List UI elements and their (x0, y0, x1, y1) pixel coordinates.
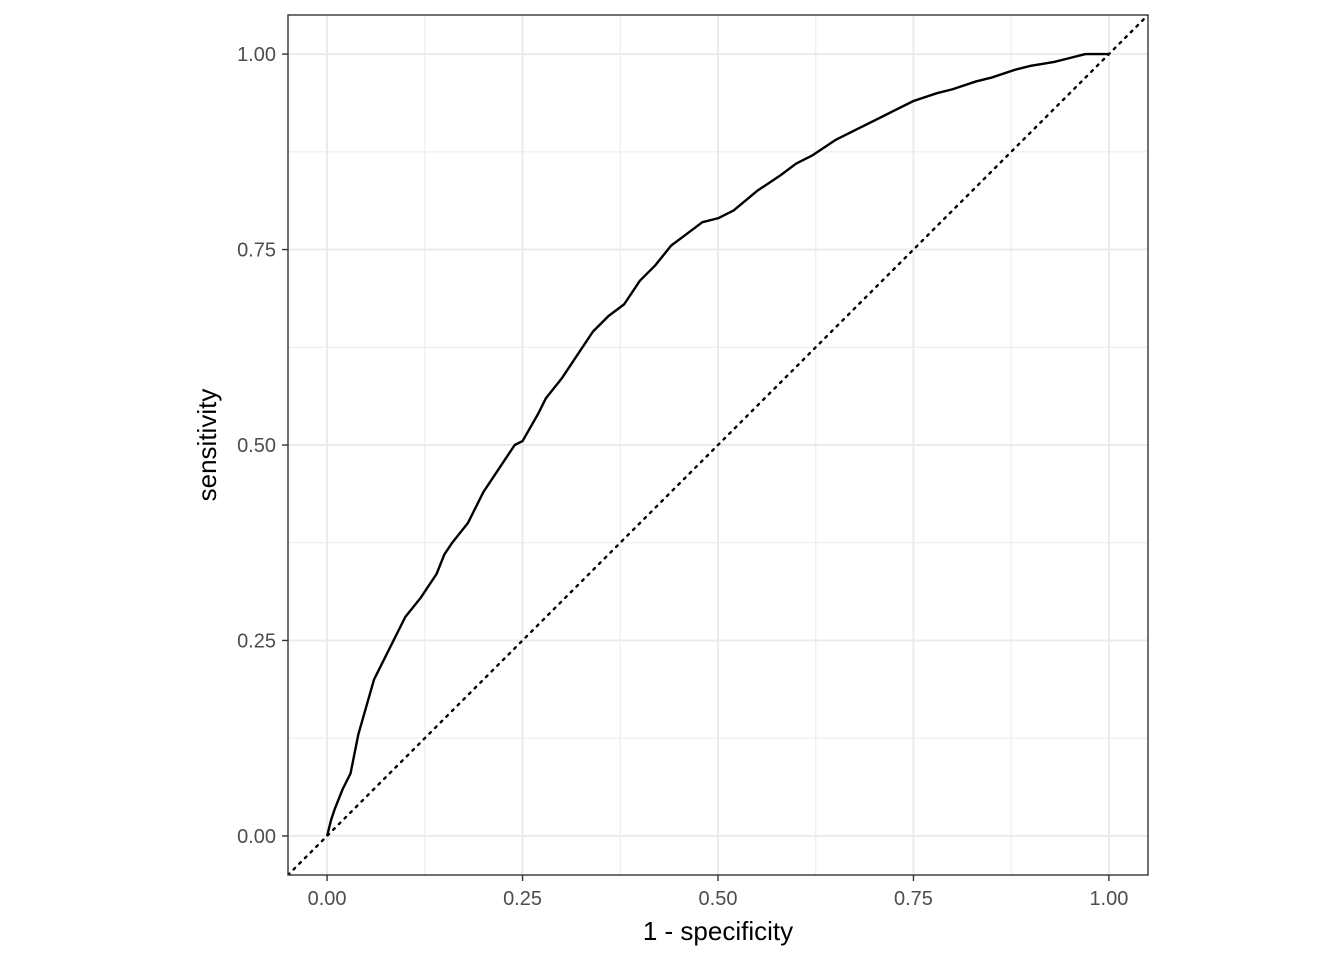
axis-layer: 0.00 0.25 0.50 0.75 1.00 0.00 0.25 0.50 0.75 1.00 (237, 44, 1128, 910)
x-tick-label: 0.75 (894, 888, 933, 910)
y-tick-label: 0.50 (237, 435, 276, 457)
x-tick-label: 0.25 (503, 888, 542, 910)
y-tick-label: 0.25 (237, 630, 276, 652)
x-axis-title: 1 - specificity (643, 916, 793, 946)
x-tick-label: 0.00 (308, 888, 347, 910)
reference-diagonal-line (288, 15, 1148, 875)
x-tick-label: 0.50 (699, 888, 738, 910)
y-axis-title: sensitivity (192, 389, 222, 502)
y-tick-label: 1.00 (237, 44, 276, 66)
x-tick-label: 1.00 (1089, 888, 1128, 910)
roc-curve-line (325, 52, 1109, 837)
y-tick-label: 0.75 (237, 240, 276, 262)
y-tick-label: 0.00 (237, 826, 276, 848)
grid-layer (288, 15, 1148, 875)
data-layer (288, 15, 1148, 875)
